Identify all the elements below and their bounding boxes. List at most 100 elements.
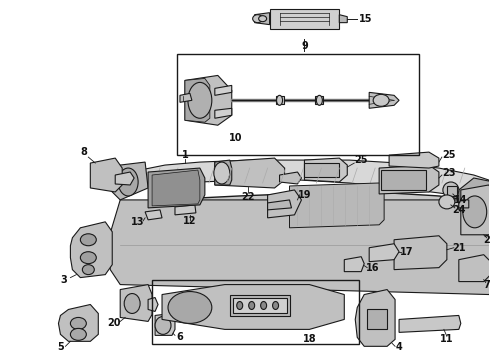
Polygon shape: [369, 244, 399, 262]
Text: 24: 24: [452, 205, 466, 215]
Bar: [152, 280, 359, 344]
Polygon shape: [268, 190, 301, 218]
Ellipse shape: [71, 318, 86, 329]
Text: 1: 1: [182, 150, 188, 160]
Text: 20: 20: [107, 318, 121, 328]
Polygon shape: [268, 200, 292, 210]
Polygon shape: [90, 158, 122, 192]
Polygon shape: [394, 236, 447, 270]
Polygon shape: [71, 222, 112, 278]
Ellipse shape: [272, 302, 278, 310]
Ellipse shape: [261, 302, 267, 310]
Polygon shape: [108, 162, 148, 200]
Text: 23: 23: [442, 168, 456, 178]
Polygon shape: [162, 284, 344, 329]
Polygon shape: [316, 96, 323, 104]
Polygon shape: [58, 305, 98, 341]
Polygon shape: [120, 284, 152, 321]
Text: 4: 4: [396, 342, 402, 352]
Polygon shape: [270, 9, 339, 29]
Polygon shape: [369, 93, 399, 108]
Text: 8: 8: [80, 147, 87, 157]
Text: 18: 18: [303, 334, 316, 345]
Polygon shape: [185, 76, 232, 125]
Text: 25: 25: [354, 155, 368, 165]
Ellipse shape: [276, 95, 283, 105]
Ellipse shape: [80, 252, 97, 264]
Text: 14: 14: [454, 195, 467, 205]
Polygon shape: [304, 158, 347, 182]
Polygon shape: [280, 172, 301, 184]
Polygon shape: [145, 210, 162, 220]
Ellipse shape: [188, 82, 212, 118]
Text: 11: 11: [440, 334, 454, 345]
Polygon shape: [399, 315, 461, 332]
Text: 21: 21: [452, 243, 466, 253]
Text: 6: 6: [176, 332, 183, 342]
Ellipse shape: [373, 94, 389, 106]
Ellipse shape: [463, 196, 487, 228]
Ellipse shape: [80, 234, 97, 246]
Text: 19: 19: [298, 190, 311, 200]
Polygon shape: [115, 172, 134, 185]
Ellipse shape: [439, 195, 455, 209]
Text: 25: 25: [442, 150, 456, 160]
Bar: [230, 294, 290, 316]
Polygon shape: [148, 297, 158, 311]
Polygon shape: [379, 165, 439, 194]
Ellipse shape: [155, 316, 171, 334]
Ellipse shape: [71, 328, 86, 340]
Bar: [177, 54, 419, 155]
Polygon shape: [215, 108, 232, 118]
Polygon shape: [185, 78, 210, 122]
Polygon shape: [215, 160, 232, 185]
Polygon shape: [355, 289, 395, 346]
Bar: [304, 163, 339, 177]
Polygon shape: [180, 93, 192, 102]
Ellipse shape: [259, 16, 267, 22]
Polygon shape: [152, 170, 200, 206]
Polygon shape: [344, 257, 364, 272]
Polygon shape: [108, 200, 490, 294]
Polygon shape: [461, 185, 490, 235]
Polygon shape: [459, 200, 469, 208]
Polygon shape: [389, 152, 439, 168]
Polygon shape: [155, 314, 175, 336]
Ellipse shape: [253, 15, 263, 23]
Ellipse shape: [118, 168, 138, 196]
Ellipse shape: [443, 182, 459, 198]
Polygon shape: [140, 193, 490, 267]
Text: 22: 22: [241, 192, 254, 202]
Bar: [447, 186, 457, 196]
Polygon shape: [459, 178, 490, 220]
Polygon shape: [339, 15, 347, 23]
Ellipse shape: [249, 302, 255, 310]
Ellipse shape: [124, 293, 140, 314]
Text: 7: 7: [483, 280, 490, 289]
Polygon shape: [215, 158, 285, 188]
Polygon shape: [215, 85, 232, 95]
Ellipse shape: [168, 292, 212, 323]
Polygon shape: [459, 255, 490, 282]
Text: 10: 10: [229, 133, 243, 143]
Polygon shape: [175, 205, 196, 215]
Ellipse shape: [82, 265, 94, 275]
Ellipse shape: [237, 302, 243, 310]
Text: 5: 5: [57, 342, 64, 352]
Text: 17: 17: [400, 247, 414, 257]
Bar: [381, 170, 426, 190]
Bar: [233, 297, 287, 314]
Bar: [367, 310, 387, 329]
Polygon shape: [275, 96, 284, 104]
Text: 9: 9: [301, 41, 308, 50]
Polygon shape: [148, 168, 205, 208]
Text: 16: 16: [367, 263, 380, 273]
Text: 13: 13: [131, 217, 145, 227]
Polygon shape: [140, 160, 489, 200]
Ellipse shape: [214, 162, 230, 184]
Polygon shape: [290, 183, 384, 228]
Text: 3: 3: [60, 275, 67, 285]
Ellipse shape: [317, 95, 322, 105]
Text: 15: 15: [359, 14, 372, 24]
Text: 12: 12: [183, 216, 196, 226]
